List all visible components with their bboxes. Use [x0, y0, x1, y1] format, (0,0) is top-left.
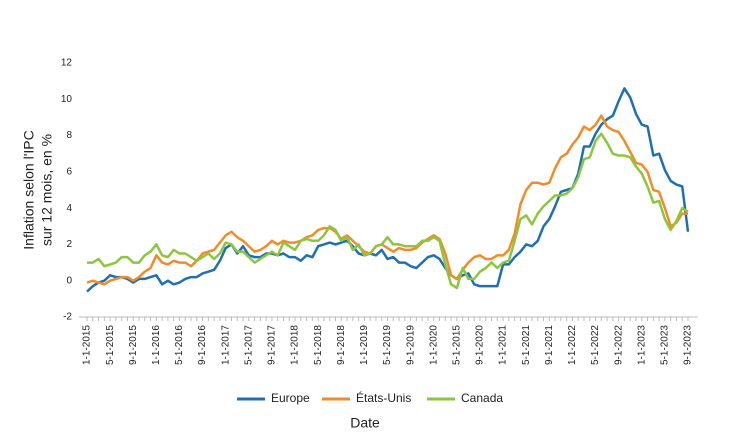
x-tick-label: 9-1-2015: [128, 325, 139, 365]
x-tick-label: 5-1-2017: [243, 325, 254, 365]
x-tick-label: 1-1-2019: [359, 325, 370, 365]
x-tick-label: 5-1-2021: [521, 325, 532, 365]
y-tick-label: -2: [63, 312, 72, 323]
x-tick-label: 5-1-2019: [382, 325, 393, 365]
y-tick-label: 2: [66, 239, 72, 250]
x-tick-label: 1-1-2017: [220, 325, 231, 365]
x-tick-label: 5-1-2016: [174, 325, 185, 365]
y-tick-label: 8: [66, 130, 72, 141]
y-tick-label: 4: [66, 203, 72, 214]
x-tick-label: 1-1-2020: [428, 325, 439, 365]
x-tick-label: 1-1-2015: [82, 325, 93, 365]
x-tick-label: 5-1-2015: [451, 325, 462, 365]
legend-label: Europe: [271, 391, 310, 405]
y-axis-title-line: sur 12 mois, en %: [39, 134, 55, 246]
x-tick-label: 9-1-2018: [336, 325, 347, 365]
series-line: [86, 114, 688, 286]
x-tick-label: 5-1-2022: [590, 325, 601, 365]
y-tick-label: 10: [61, 94, 73, 105]
x-tick-label: 1-1-2016: [151, 325, 162, 365]
y-axis-title: Inflation selon l'IPC sur 12 mois, en %: [21, 130, 55, 249]
x-tick-label: 9-1-2022: [613, 325, 624, 365]
x-tick-label: 9-1-2023: [683, 325, 694, 365]
x-tick-label: 9-1-2016: [197, 325, 208, 365]
y-tick-label: 6: [66, 166, 72, 177]
x-tick-label: 5-1-2023: [660, 325, 671, 365]
x-axis-title: Date: [350, 415, 380, 431]
y-tick-label: 0: [66, 275, 72, 286]
x-tick-label: 1-1-2023: [636, 325, 647, 365]
legend-label: États-Unis: [356, 390, 411, 405]
x-tick-label: 1-1-2022: [567, 325, 578, 365]
y-axis-title-line: Inflation selon l'IPC: [21, 130, 37, 249]
series-line: [86, 87, 690, 293]
legend-label: Canada: [461, 391, 503, 405]
x-tick-label: 9-1-2019: [405, 325, 416, 365]
x-tick-label: 1-1-2018: [290, 325, 301, 365]
x-tick-label: 9-1-2017: [267, 325, 278, 365]
y-tick-label: 12: [61, 58, 73, 69]
x-tick-label: 5-1-2015: [105, 325, 116, 365]
x-tick-label: 9-1-2021: [544, 325, 555, 365]
x-tick-label: 9-1-2020: [475, 325, 486, 365]
x-tick-label: 1-1-2021: [498, 325, 509, 365]
series-line: [87, 132, 689, 290]
x-tick-label: 5-1-2018: [313, 325, 324, 365]
